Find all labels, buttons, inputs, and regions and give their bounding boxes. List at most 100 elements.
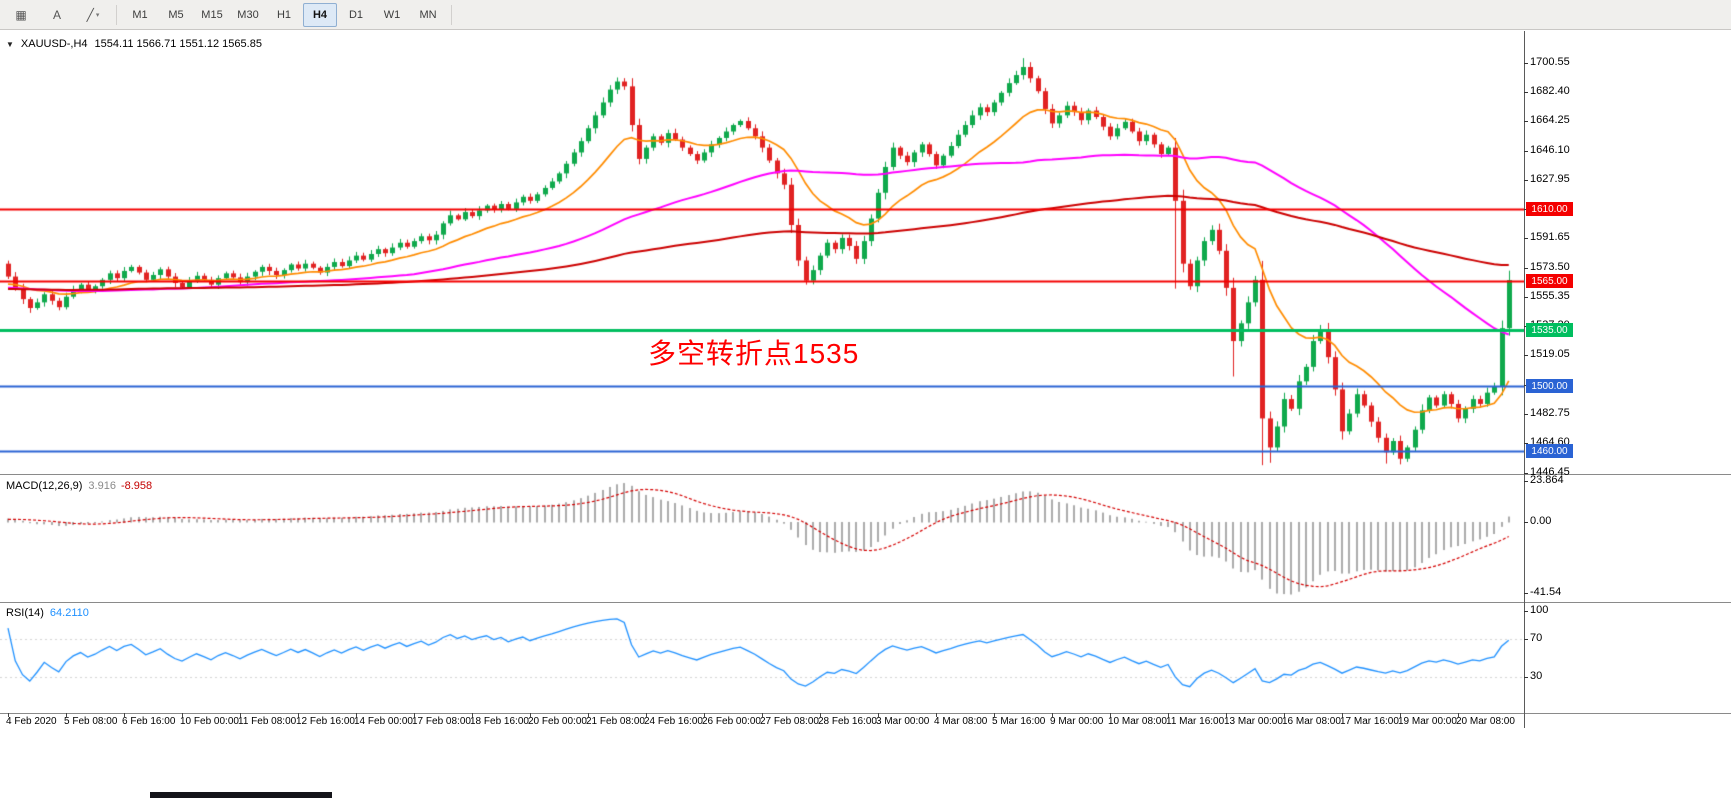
price-axis-tick — [1524, 473, 1528, 474]
timeframe-button-d1[interactable]: D1 — [348, 8, 364, 21]
price-axis-tick — [1524, 238, 1528, 239]
rsi-value: 64.2110 — [49, 607, 89, 619]
taskbar-fragment — [150, 792, 332, 798]
symbol-title: XAUUSD-,H4 — [20, 38, 88, 50]
price-axis-tick — [1524, 355, 1528, 356]
rsi-canvas[interactable] — [0, 603, 1524, 713]
chart-collapse-button[interactable]: ▼ — [6, 39, 14, 49]
time-axis-tick — [414, 713, 415, 717]
macd-signal-value: -8.958 — [120, 480, 153, 492]
macd-axis-label: -41.54 — [1530, 586, 1562, 598]
chart-annotation-text[interactable]: 多空转折点1535 — [648, 338, 860, 369]
time-axis-label: 10 Feb 00:00 — [180, 716, 239, 727]
timeframe-group: M1 M5 M15 M30 H1 H4 D1 W1 MN — [122, 2, 446, 27]
time-axis-tick — [588, 713, 589, 717]
main-chart-canvas[interactable] — [0, 33, 1524, 474]
timeframe-button-m5[interactable]: M5 — [168, 8, 184, 21]
price-axis-label: 1555.35 — [1530, 290, 1570, 302]
time-axis-tick — [1110, 713, 1111, 717]
time-axis-tick — [530, 713, 531, 717]
price-axis-label: 1446.45 — [1530, 466, 1570, 478]
panel-separator[interactable] — [0, 602, 1731, 603]
rsi-title: RSI(14) — [6, 607, 44, 619]
time-axis-label: 21 Feb 08:00 — [586, 716, 645, 727]
time-axis-tick — [1458, 713, 1459, 717]
timeframe-button-m15[interactable]: M15 — [201, 8, 223, 21]
rsi-axis-tick — [1524, 677, 1528, 678]
macd-main-value: 3.916 — [88, 480, 116, 492]
time-axis-label: 4 Mar 08:00 — [934, 716, 988, 727]
hline-price-tag: 1565.00 — [1526, 274, 1573, 288]
price-axis-tick — [1524, 92, 1528, 93]
timeframe-button-h1[interactable]: H1 — [276, 8, 292, 21]
hline-price-tag: 1500.00 — [1526, 379, 1573, 393]
time-axis-label: 28 Feb 16:00 — [818, 716, 877, 727]
panel-separator — [0, 713, 1731, 714]
trendline-tool[interactable]: ╱ ▾ — [86, 7, 100, 22]
price-axis-label: 1591.65 — [1530, 231, 1570, 243]
rsi-axis-label: 30 — [1530, 670, 1543, 682]
macd-axis-tick — [1524, 481, 1528, 482]
price-scale-separator — [1524, 31, 1525, 728]
timeframe-button-m30[interactable]: M30 — [237, 8, 259, 21]
macd-title: MACD(12,26,9) — [6, 480, 83, 492]
symbol-info: ▼ XAUUSD-,H4 1554.11 1566.71 1551.12 156… — [6, 38, 262, 50]
chevron-down-icon: ▾ — [95, 11, 100, 19]
hline-price-tag: 1535.00 — [1526, 323, 1573, 337]
price-axis-label: 1700.55 — [1530, 56, 1570, 68]
price-axis-label: 1573.50 — [1530, 261, 1570, 273]
time-axis-label: 20 Feb 00:00 — [528, 716, 587, 727]
time-axis-label: 24 Feb 16:00 — [644, 716, 703, 727]
time-axis-label: 26 Feb 00:00 — [702, 716, 761, 727]
ohlc-values: 1554.11 1566.71 1551.12 1565.85 — [94, 38, 262, 50]
macd-axis-tick — [1524, 593, 1528, 594]
tool-group: ▦ A ╱ ▾ — [3, 3, 111, 27]
macd-canvas[interactable] — [0, 476, 1524, 601]
hline-price-tag: 1460.00 — [1526, 444, 1573, 458]
panel-separator[interactable] — [0, 474, 1731, 475]
time-axis-label: 17 Feb 08:00 — [412, 716, 471, 727]
chart-grid-tool[interactable]: ▦ — [15, 7, 27, 22]
time-axis-tick — [472, 713, 473, 717]
time-axis-tick — [762, 713, 763, 717]
time-axis-tick — [240, 713, 241, 717]
macd-axis-label: 0.00 — [1530, 515, 1552, 527]
time-axis-tick — [124, 713, 125, 717]
time-axis-label: 5 Mar 16:00 — [992, 716, 1046, 727]
time-axis-label: 13 Mar 00:00 — [1224, 716, 1283, 727]
time-axis-label: 3 Mar 00:00 — [876, 716, 930, 727]
time-axis-label: 27 Feb 08:00 — [760, 716, 819, 727]
time-axis-tick — [182, 713, 183, 717]
toolbar-separator — [451, 4, 452, 25]
time-axis-label: 14 Feb 00:00 — [354, 716, 413, 727]
price-axis-tick — [1524, 297, 1528, 298]
time-axis-label: 18 Feb 16:00 — [470, 716, 529, 727]
timeframe-button-mn[interactable]: MN — [419, 8, 437, 21]
macd-indicator-label: MACD(12,26,9) 3.916 -8.958 — [6, 480, 152, 492]
price-axis-tick — [1524, 63, 1528, 64]
rsi-axis-label: 100 — [1530, 604, 1549, 616]
time-axis-tick — [936, 713, 937, 717]
rsi-indicator-label: RSI(14) 64.2110 — [6, 607, 89, 619]
time-axis-tick — [704, 713, 705, 717]
timeframe-button-m1[interactable]: M1 — [132, 8, 148, 21]
time-axis-tick — [298, 713, 299, 717]
price-axis-tick — [1524, 121, 1528, 122]
time-axis-label: 6 Feb 16:00 — [122, 716, 176, 727]
price-axis-tick — [1524, 151, 1528, 152]
time-axis-label: 10 Mar 08:00 — [1108, 716, 1167, 727]
toolbar-separator — [116, 4, 117, 25]
time-axis-tick — [1168, 713, 1169, 717]
text-label-tool[interactable]: A — [52, 7, 61, 22]
time-axis-label: 4 Feb 2020 — [6, 716, 57, 727]
macd-axis-tick — [1524, 522, 1528, 523]
time-axis-tick — [1226, 713, 1227, 717]
time-axis-label: 5 Feb 08:00 — [64, 716, 118, 727]
time-axis-label: 17 Mar 16:00 — [1340, 716, 1399, 727]
time-axis-tick — [820, 713, 821, 717]
price-axis-tick — [1524, 414, 1528, 415]
timeframe-button-w1[interactable]: W1 — [383, 8, 401, 21]
time-axis-label: 11 Mar 16:00 — [1166, 716, 1225, 727]
timeframe-button-h4[interactable]: H4 — [303, 2, 337, 27]
